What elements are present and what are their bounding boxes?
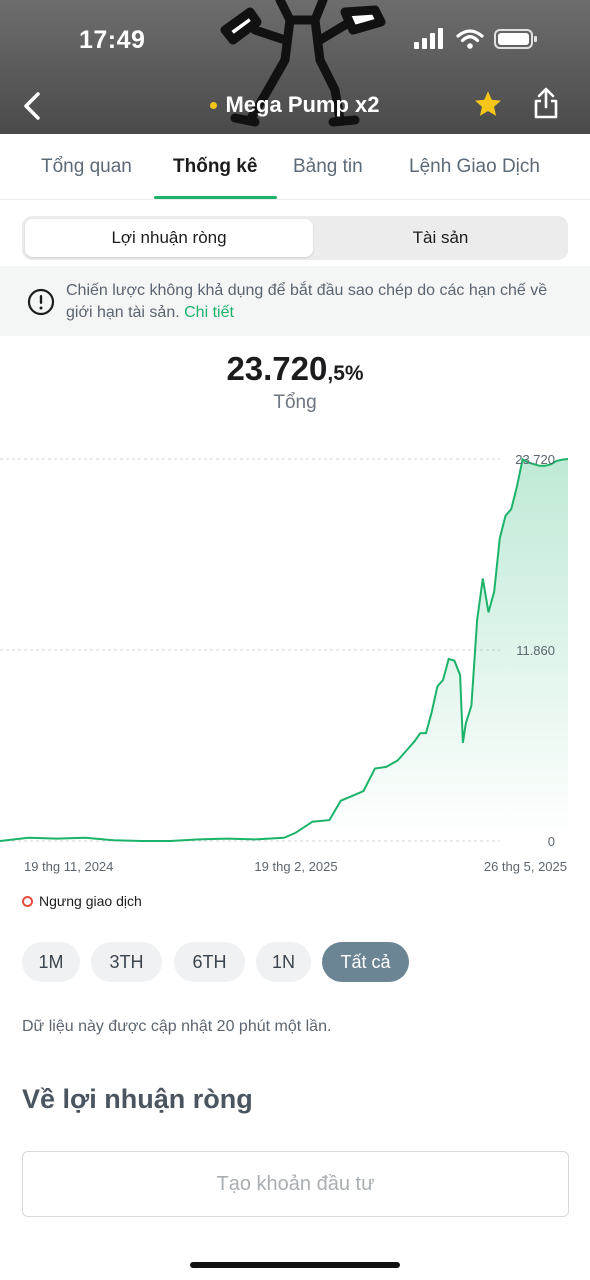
segment-control: Lợi nhuận ròng Tài sản <box>22 216 568 260</box>
status-time: 17:49 <box>79 26 146 54</box>
dancing-figure-banner-art <box>220 0 386 127</box>
range-1y-button[interactable]: 1N <box>256 942 311 982</box>
total-value-suffix: ,5% <box>327 362 364 385</box>
create-investment-button[interactable]: Tạo khoản đầu tư <box>22 1151 569 1217</box>
nav-title-wrap: Mega Pump x2 <box>0 92 590 118</box>
status-icons <box>414 28 538 50</box>
segment-net-profit[interactable]: Lợi nhuận ròng <box>25 219 313 257</box>
range-6m-button[interactable]: 6TH <box>174 942 245 982</box>
summary-block: 23.720,5% Tổng <box>0 350 590 414</box>
tab-bar: Tổng quan Thống kê Bảng tin Lệnh Giao Dị… <box>0 134 590 200</box>
notice-details-link[interactable]: Chi tiết <box>184 304 234 321</box>
notice-message: Chiến lược không khả dụng để bắt đầu sao… <box>66 282 548 321</box>
header-banner: 17:49 <box>0 0 590 134</box>
stopped-status-icon <box>22 895 33 907</box>
y-tick-label: 23.720 <box>515 452 555 467</box>
title-dot-icon <box>210 101 218 109</box>
tab-active-indicator <box>154 196 277 199</box>
tab-feed[interactable]: Bảng tin <box>293 156 363 177</box>
trading-status: Ngưng giao dịch <box>22 893 142 909</box>
y-tick-label: 0 <box>548 834 555 849</box>
share-icon <box>534 87 558 119</box>
battery-icon <box>494 29 537 49</box>
range-1m-button[interactable]: 1M <box>22 942 80 982</box>
net-profit-chart[interactable]: 23.720 11.860 0 19 thg 11, 2024 19 thg 2, 2… <box>0 440 590 880</box>
section-title: Về lợi nhuận ròng <box>22 1084 253 1114</box>
chevron-left-icon <box>24 92 40 120</box>
signal-icon <box>414 28 443 49</box>
chart-series-line <box>0 457 569 842</box>
page-title: Mega Pump x2 <box>225 92 380 117</box>
tab-statistics[interactable]: Thống kê <box>173 156 258 177</box>
x-tick-label: 26 thg 5, 2025 <box>484 859 567 874</box>
segment-assets[interactable]: Tài sản <box>412 228 469 247</box>
x-tick-label: 19 thg 2, 2025 <box>254 859 337 874</box>
favorite-button[interactable] <box>470 86 506 122</box>
home-indicator <box>190 1262 400 1268</box>
status-bar: 17:49 <box>0 0 590 80</box>
chart-area-fill <box>0 459 568 841</box>
trading-status-text: Ngưng giao dịch <box>39 893 142 909</box>
exclamation-circle-icon <box>27 288 55 316</box>
nav-bar: Mega Pump x2 <box>0 80 590 134</box>
x-tick-label: 19 thg 11, 2024 <box>24 859 113 874</box>
total-value: 23.720 <box>226 350 328 387</box>
back-button[interactable] <box>12 86 52 126</box>
tab-orders[interactable]: Lệnh Giao Dịch <box>409 156 540 177</box>
tab-overview[interactable]: Tổng quan <box>41 156 132 177</box>
notice-banner: Chiến lược không khả dụng để bắt đầu sao… <box>0 266 590 336</box>
total-label: Tổng <box>273 392 317 413</box>
notice-text-block: Chiến lược không khả dụng để bắt đầu sao… <box>66 280 566 324</box>
y-tick-label: 11.860 <box>516 643 555 658</box>
wifi-icon <box>456 29 484 49</box>
star-icon <box>475 91 501 116</box>
range-3m-button[interactable]: 3TH <box>91 942 162 982</box>
update-note: Dữ liệu này được cập nhật 20 phút một lầ… <box>22 1018 332 1035</box>
range-all-button[interactable]: Tất cả <box>322 942 409 982</box>
share-button[interactable] <box>528 84 564 122</box>
